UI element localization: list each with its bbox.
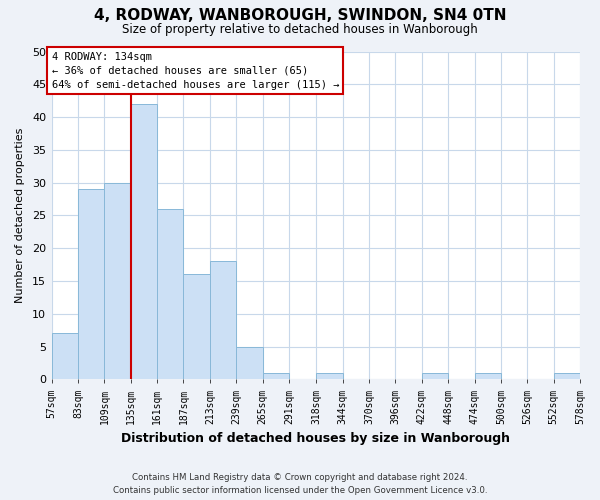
Text: Size of property relative to detached houses in Wanborough: Size of property relative to detached ho… [122,22,478,36]
Text: 4 RODWAY: 134sqm
← 36% of detached houses are smaller (65)
64% of semi-detached : 4 RODWAY: 134sqm ← 36% of detached house… [52,52,339,90]
Bar [184,274,210,380]
Bar [422,373,448,380]
Bar [52,334,78,380]
Bar [104,182,131,380]
X-axis label: Distribution of detached houses by size in Wanborough: Distribution of detached houses by size … [121,432,511,445]
Y-axis label: Number of detached properties: Number of detached properties [15,128,25,303]
Bar [316,373,343,380]
Bar [210,262,236,380]
Bar [236,346,263,380]
Bar [263,373,289,380]
Text: Contains HM Land Registry data © Crown copyright and database right 2024.
Contai: Contains HM Land Registry data © Crown c… [113,473,487,495]
Text: 4, RODWAY, WANBOROUGH, SWINDON, SN4 0TN: 4, RODWAY, WANBOROUGH, SWINDON, SN4 0TN [94,8,506,22]
Bar [157,209,184,380]
Bar [131,104,157,380]
Bar [554,373,580,380]
Bar [78,189,104,380]
Bar [475,373,501,380]
